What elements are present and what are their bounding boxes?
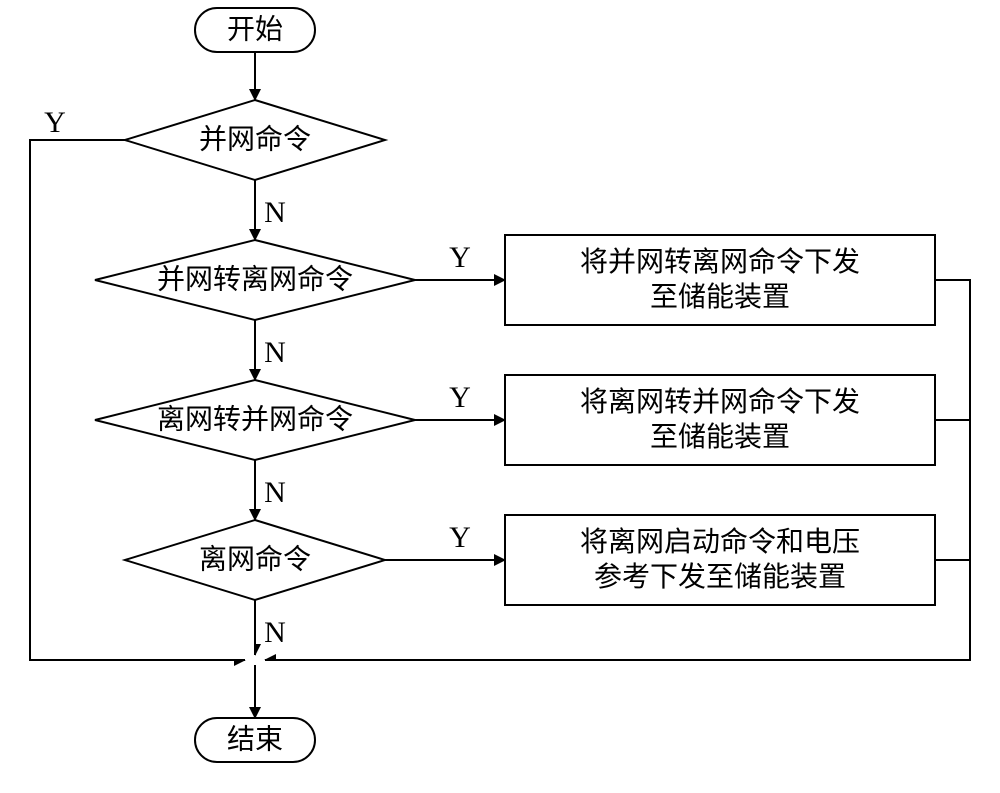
svg-text:N: N [264, 616, 286, 649]
node-d1: 并网命令 [125, 100, 385, 180]
svg-text:开始: 开始 [227, 14, 283, 46]
svg-text:参考下发至储能装置: 参考下发至储能装置 [594, 561, 846, 593]
svg-text:并网转离网命令: 并网转离网命令 [157, 264, 353, 296]
svg-text:N: N [264, 336, 286, 369]
svg-text:并网命令: 并网命令 [199, 124, 311, 156]
svg-text:离网转并网命令: 离网转并网命令 [157, 404, 353, 436]
svg-text:结束: 结束 [227, 724, 283, 756]
svg-text:将离网启动命令和电压: 将离网启动命令和电压 [580, 526, 860, 558]
svg-text:Y: Y [449, 521, 471, 554]
svg-text:离网命令: 离网命令 [199, 544, 311, 576]
node-end: 结束 [195, 718, 315, 762]
node-p2: 将并网转离网命令下发至储能装置 [505, 235, 935, 325]
svg-text:将并网转离网命令下发: 将并网转离网命令下发 [580, 246, 860, 278]
node-start: 开始 [195, 8, 315, 52]
node-d3: 离网转并网命令 [95, 380, 415, 460]
svg-text:将离网转并网命令下发: 将离网转并网命令下发 [580, 386, 860, 418]
node-d4: 离网命令 [125, 520, 385, 600]
svg-text:至储能装置: 至储能装置 [650, 281, 790, 313]
node-p4: 将离网启动命令和电压参考下发至储能装置 [505, 515, 935, 605]
svg-text:Y: Y [44, 106, 66, 139]
node-d2: 并网转离网命令 [95, 240, 415, 320]
svg-text:N: N [264, 196, 286, 229]
node-p3: 将离网转并网命令下发至储能装置 [505, 375, 935, 465]
flowchart: N N N N Y Y Y Y 开始并网命令并网转离网命令离网转并网命令离网命令 将并网转离网命令… [0, 0, 1000, 793]
svg-text:Y: Y [449, 381, 471, 414]
svg-text:Y: Y [449, 241, 471, 274]
svg-text:至储能装置: 至储能装置 [650, 421, 790, 453]
svg-text:N: N [264, 476, 286, 509]
